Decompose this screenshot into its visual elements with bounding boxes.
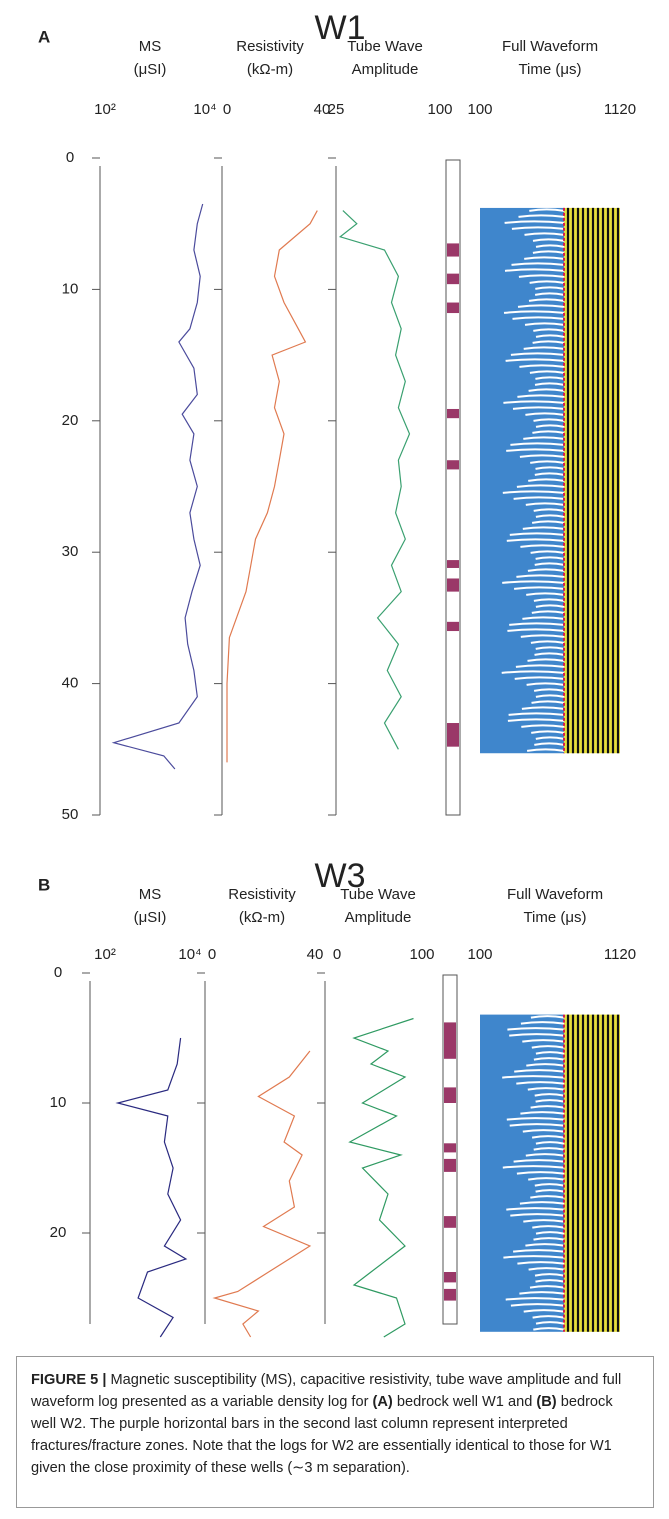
fracture-bar	[447, 408, 459, 419]
track-name: Tube Wave	[340, 886, 416, 903]
x-tick-label: 1120	[604, 946, 636, 963]
y-tick-label: 0	[66, 149, 74, 166]
log-curve	[226, 210, 318, 763]
panel-title: W3	[315, 857, 366, 895]
y-tick-label: 30	[62, 543, 79, 560]
caption-text: bedrock well W2. The purple horizontal b…	[31, 1394, 613, 1476]
x-tick-label: 100	[467, 946, 492, 963]
track-unit: (μSI)	[134, 61, 167, 78]
fracture-bar	[447, 273, 459, 285]
figure: A W1 0 10 20 30 40 50 MS (μSI) 10² 10⁴ Resistivity (k…	[38, 9, 636, 1338]
x-tick-label: 25	[328, 101, 345, 118]
fracture-bar	[444, 1288, 456, 1301]
x-tick-label: 10⁴	[178, 946, 201, 963]
track-name: MS	[139, 886, 162, 903]
caption: FIGURE 5 | Magnetic susceptibility (MS),…	[16, 1356, 654, 1508]
y-tick-label: 50	[62, 806, 79, 823]
caption-ref: (A)	[372, 1394, 393, 1410]
caption-text: Magnetic susceptibility (MS), capacitive…	[31, 1372, 622, 1410]
x-tick-label: 100	[409, 946, 434, 963]
fracture-bar	[447, 578, 459, 592]
track-unit: (kΩ-m)	[247, 61, 293, 78]
panel-label: B	[38, 875, 50, 894]
log-curve	[111, 203, 204, 770]
caption-text: bedrock well W1 and	[396, 1394, 533, 1410]
fracture-bar	[447, 560, 459, 568]
x-tick-label: 10²	[94, 101, 116, 118]
fracture-bar	[444, 1272, 456, 1283]
x-tick-label: 0	[208, 946, 216, 963]
log-curve	[115, 1037, 188, 1338]
y-tick-label: 20	[62, 412, 79, 429]
x-tick-label: 40	[314, 101, 331, 118]
fracture-bar	[447, 723, 459, 747]
x-tick-label: 0	[223, 101, 231, 118]
fracture-column	[445, 159, 461, 816]
x-tick-label: 40	[307, 946, 324, 963]
x-tick-label: 10⁴	[193, 101, 216, 118]
x-tick-label: 100	[427, 101, 452, 118]
fracture-bar	[444, 1158, 456, 1172]
panel-title: W1	[315, 9, 366, 47]
log-curve	[348, 1017, 414, 1338]
caption-ref: (B)	[536, 1394, 557, 1410]
track-unit: Time (μs)	[523, 909, 586, 926]
fracture-bar	[447, 621, 459, 632]
fracture-bar	[444, 1216, 456, 1228]
x-tick-label: 1120	[604, 101, 636, 118]
track-unit: Amplitude	[345, 909, 412, 926]
track-unit: Amplitude	[352, 61, 419, 78]
track-unit: Time (μs)	[518, 61, 581, 78]
waveform-stripes	[502, 1015, 565, 1331]
caption-label: FIGURE 5 |	[31, 1372, 107, 1388]
track-name: Resistivity	[228, 886, 296, 903]
track-name: Tube Wave	[347, 38, 423, 55]
fracture-bar	[444, 1022, 456, 1059]
fracture-bar	[447, 243, 459, 257]
track-name: Full Waveform	[507, 886, 603, 903]
y-tick-label: 40	[62, 675, 79, 692]
y-tick-label: 10	[62, 280, 79, 297]
log-curve	[338, 210, 411, 750]
y-tick-label: 10	[50, 1094, 67, 1111]
y-tick-label: 20	[50, 1224, 67, 1241]
fracture-bar	[447, 302, 459, 314]
fracture-bar	[444, 1087, 456, 1103]
x-tick-label: 10²	[94, 946, 116, 963]
log-curve	[212, 1050, 312, 1338]
x-tick-label: 100	[467, 101, 492, 118]
track-name: Full Waveform	[502, 38, 598, 55]
fracture-bar	[444, 1143, 456, 1153]
x-tick-label: 0	[333, 946, 341, 963]
track-name: Resistivity	[236, 38, 304, 55]
fracture-bar	[447, 460, 459, 470]
track-unit: (μSI)	[134, 909, 167, 926]
panel-label: A	[38, 27, 50, 46]
waveform-stripes	[501, 208, 565, 752]
y-tick-label: 0	[54, 964, 62, 981]
track-name: MS	[139, 38, 162, 55]
track-unit: (kΩ-m)	[239, 909, 285, 926]
